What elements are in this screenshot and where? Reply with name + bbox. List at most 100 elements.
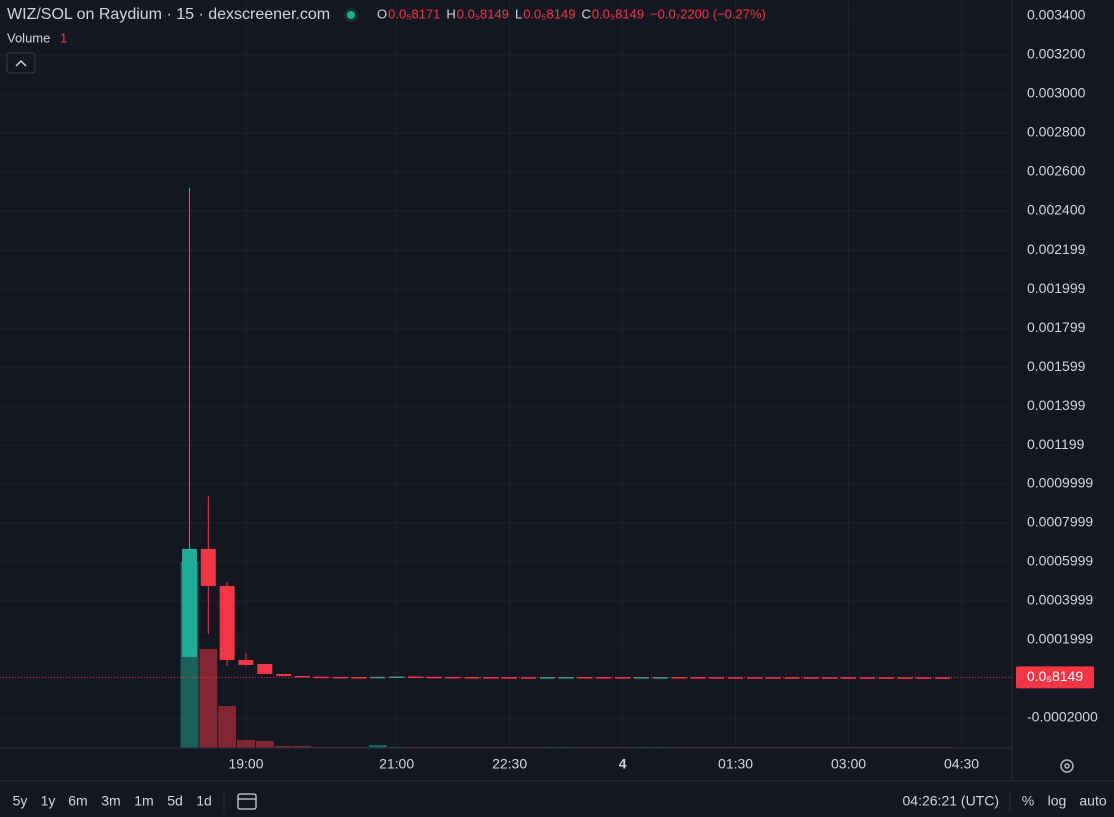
volume-bar bbox=[293, 746, 312, 748]
gear-center[interactable] bbox=[1064, 763, 1070, 769]
scale-option[interactable]: auto bbox=[1079, 793, 1106, 809]
range-button[interactable]: 1d bbox=[196, 793, 212, 809]
change: −0.0₇2200 (−0.27%) bbox=[650, 6, 766, 21]
y-tick-label: 0.0001999 bbox=[1027, 631, 1093, 647]
ohlc-label: O bbox=[377, 6, 387, 21]
volume-bar bbox=[218, 706, 237, 748]
candle-body bbox=[935, 677, 951, 679]
y-tick-label: 0.003200 bbox=[1027, 46, 1086, 62]
candle-body bbox=[633, 677, 649, 679]
candle-body bbox=[483, 677, 499, 679]
x-axis: 19:00 21:00 22:30 4 01:30 03:00 04:30 bbox=[228, 756, 979, 772]
volume-bar bbox=[199, 649, 218, 748]
collapse-button[interactable] bbox=[6, 52, 36, 74]
collapse-icon bbox=[15, 59, 27, 67]
toolbar: 5y 1y 6m 3m 1m 5d 1d 04:26:21 (UTC)% log auto bbox=[13, 793, 1107, 809]
range-button[interactable]: 3m bbox=[101, 793, 120, 809]
candle-body bbox=[897, 677, 913, 679]
candle-body bbox=[332, 676, 348, 679]
y-tick-label: 0.001599 bbox=[1027, 358, 1086, 374]
candle-body bbox=[859, 677, 875, 679]
ohlc-label: L bbox=[515, 6, 522, 21]
ohlc-value: 0.0₅8149 bbox=[592, 6, 644, 21]
volume-bar bbox=[237, 740, 255, 748]
candle-body bbox=[276, 673, 292, 676]
candle-body bbox=[502, 677, 518, 679]
candle-body bbox=[690, 677, 706, 679]
y-tick-label: 0.003400 bbox=[1027, 7, 1086, 23]
y-tick-label: 0.002199 bbox=[1027, 241, 1086, 257]
y-tick-label: 0.001999 bbox=[1027, 280, 1086, 296]
status-dot bbox=[347, 11, 355, 19]
y-tick-label: 0.003000 bbox=[1027, 85, 1086, 101]
candle-body bbox=[200, 548, 216, 586]
candle-body bbox=[709, 677, 725, 679]
y-tick-label: 0.0005999 bbox=[1027, 553, 1093, 569]
candle-body bbox=[671, 677, 687, 679]
settings-icon[interactable] bbox=[1060, 759, 1074, 773]
last-price-label: 0.0₅8149 bbox=[1027, 668, 1083, 684]
y-tick-label: 0.0009999 bbox=[1027, 475, 1093, 491]
ohlc-value: 0.0₅8171 bbox=[388, 6, 440, 21]
candle-body bbox=[219, 585, 235, 660]
x-tick-label: 03:00 bbox=[831, 756, 866, 772]
compare-icon[interactable] bbox=[237, 793, 257, 810]
y-tick-label: 0.001799 bbox=[1027, 319, 1086, 335]
y-tick-label: 0.001199 bbox=[1027, 436, 1085, 452]
y-tick-label: 0.002600 bbox=[1027, 163, 1086, 179]
candle-body bbox=[351, 677, 367, 679]
ohlc-value: 0.0₅8149 bbox=[523, 6, 575, 21]
ohlc-label: C bbox=[581, 6, 590, 21]
chart-title: WIZ/SOL on Raydium · 15 · dexscreener.co… bbox=[7, 6, 330, 23]
candle-body bbox=[558, 677, 574, 679]
x-tick-label: 19:00 bbox=[228, 756, 263, 772]
volume-value: 1 bbox=[60, 30, 67, 45]
candle-body bbox=[426, 676, 442, 679]
x-tick-label: 04:30 bbox=[944, 756, 979, 772]
x-tick-label: 21:00 bbox=[379, 756, 414, 772]
range-button[interactable]: 1m bbox=[134, 793, 153, 809]
candle-body bbox=[746, 677, 762, 679]
ohlc: O 0.0₅8171 H 0.0₅8149 L 0.0₅8149 C 0.0₅8149 bbox=[377, 6, 644, 21]
candle-body bbox=[182, 548, 197, 657]
volume-bar bbox=[274, 746, 293, 748]
last-price-box bbox=[1016, 666, 1094, 689]
candle-body bbox=[803, 677, 819, 679]
grid bbox=[0, 0, 1012, 748]
y-tick-label: 0.002400 bbox=[1027, 202, 1086, 218]
x-tick-label: 22:30 bbox=[492, 756, 527, 772]
candle-body bbox=[728, 677, 744, 679]
ohlc-value: 0.0₅8149 bbox=[457, 6, 509, 21]
volume-bar bbox=[368, 745, 387, 748]
candle-body bbox=[916, 677, 932, 679]
volume-label: Volume bbox=[7, 30, 50, 45]
candle-body bbox=[520, 677, 536, 679]
range-button[interactable]: 6m bbox=[68, 793, 87, 809]
calendar-icon[interactable] bbox=[237, 793, 257, 810]
candle-body bbox=[784, 677, 800, 679]
gear[interactable] bbox=[1060, 759, 1074, 773]
range-button[interactable]: 5d bbox=[167, 793, 183, 809]
y-axis: 0.003400 0.003200 0.003000 0.002800 0.002600… bbox=[1016, 7, 1098, 725]
candle-body bbox=[577, 677, 593, 679]
candle-body bbox=[257, 663, 273, 674]
range-button[interactable]: 5y bbox=[13, 793, 28, 809]
scale-option[interactable]: log bbox=[1048, 793, 1067, 809]
candle-body bbox=[407, 676, 423, 679]
x-tick-label: 01:30 bbox=[718, 756, 753, 772]
range-button[interactable]: 1y bbox=[41, 793, 56, 809]
candle-layer bbox=[0, 187, 1012, 679]
candle-body bbox=[822, 677, 838, 679]
candle-body bbox=[238, 659, 254, 665]
scale-option[interactable]: % bbox=[1022, 793, 1034, 809]
candle-body bbox=[841, 677, 857, 679]
y-tick-label: 0.001399 bbox=[1027, 397, 1086, 413]
y-tick-label: 0.0007999 bbox=[1027, 514, 1093, 530]
candle-body bbox=[765, 677, 781, 679]
candle-body bbox=[539, 677, 555, 679]
y-tick-label: 0.002800 bbox=[1027, 124, 1086, 140]
y-tick-label: -0.0002000 bbox=[1027, 709, 1098, 725]
